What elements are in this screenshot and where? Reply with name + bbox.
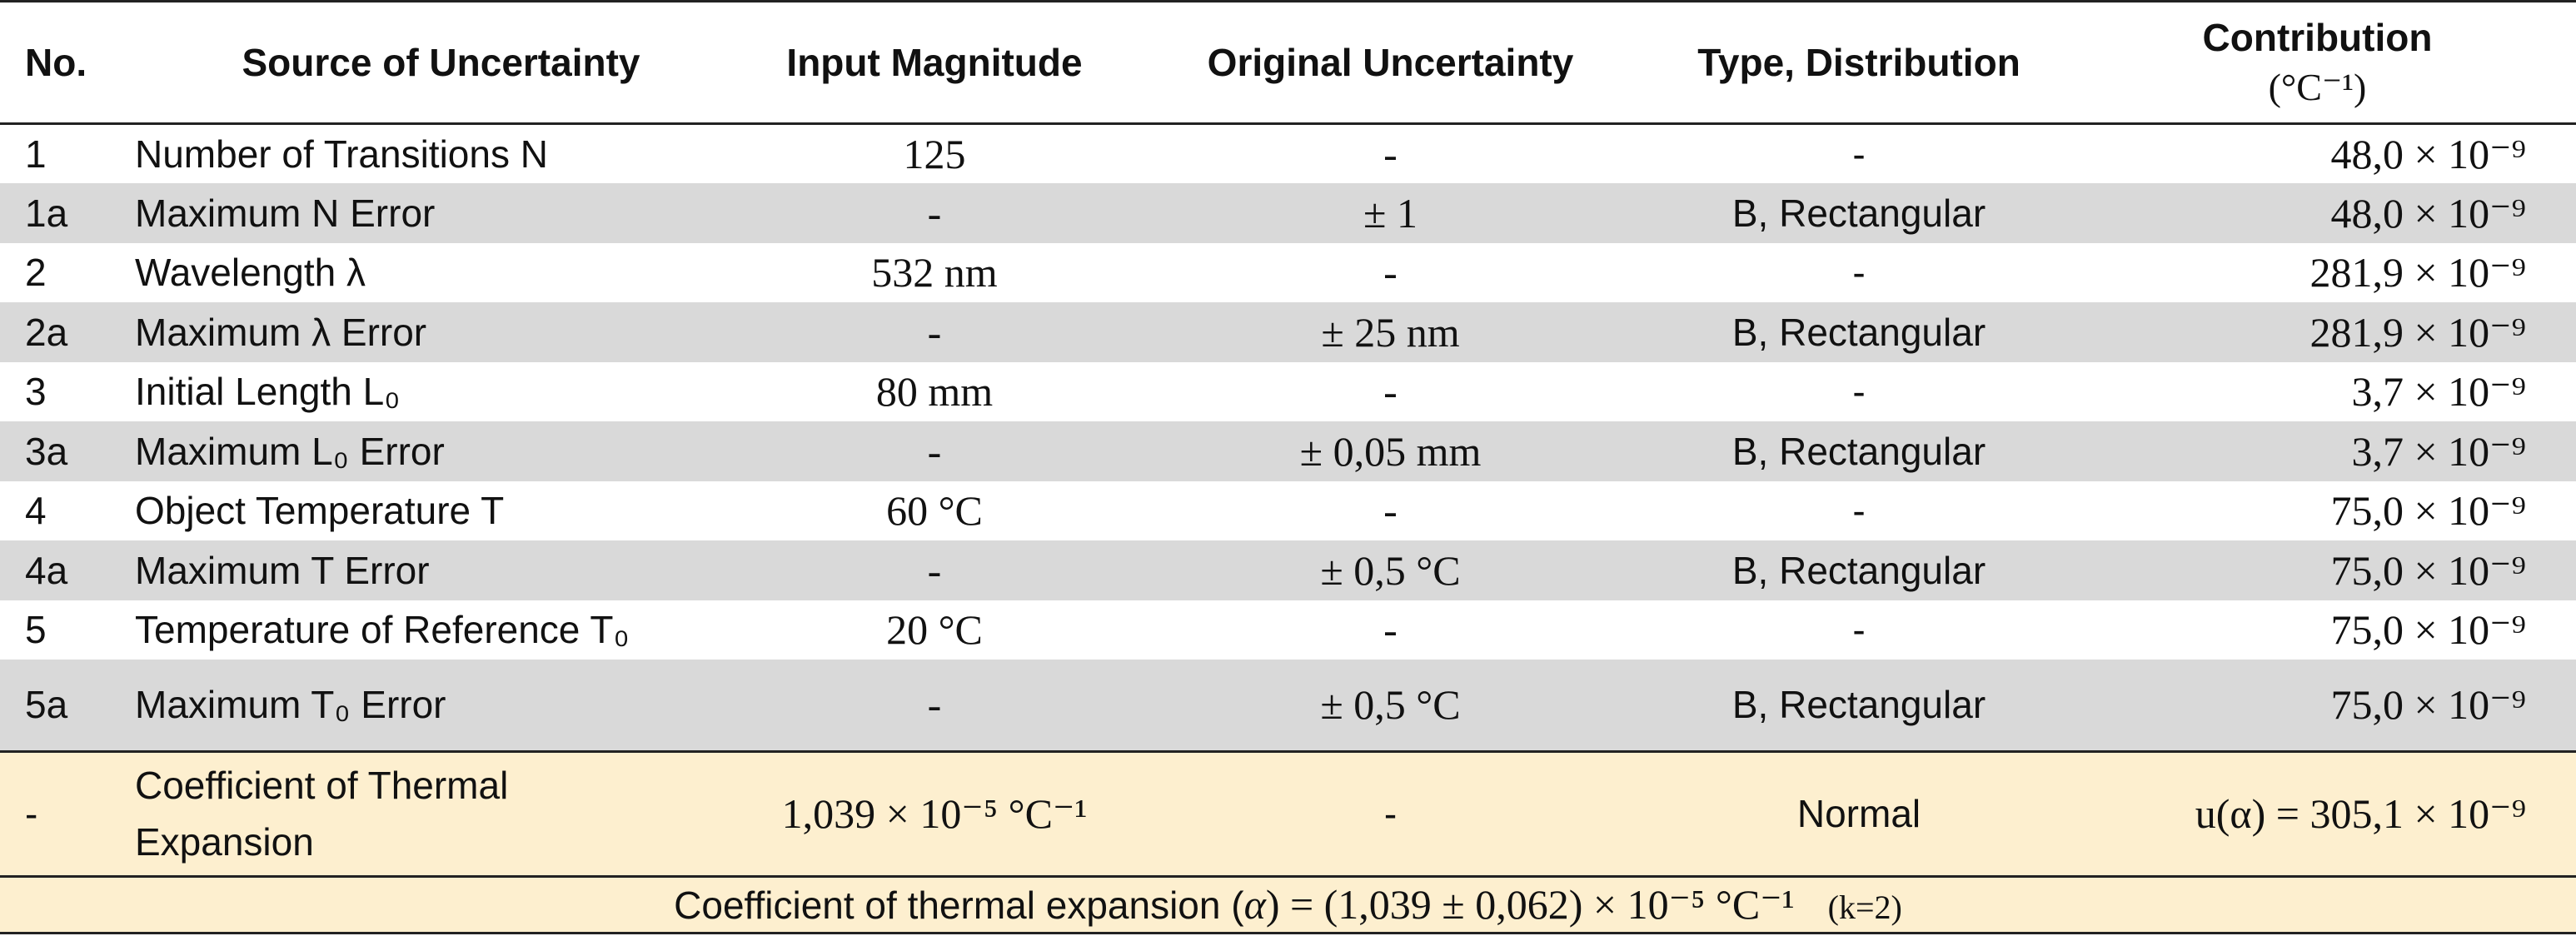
cell-no: 4a bbox=[0, 540, 135, 600]
table-row: 2 Wavelength λ 532 nm - - 281,9 × 10⁻⁹ bbox=[0, 243, 2576, 303]
cell-original: - bbox=[1383, 487, 1398, 535]
cell-type: - bbox=[1852, 489, 1866, 533]
cell-input: - bbox=[747, 660, 1122, 751]
cell-input: 60 °C bbox=[886, 487, 983, 535]
cell-type: B, Rectangular bbox=[1659, 183, 2059, 243]
cell-source: Maximum λ Error bbox=[135, 302, 747, 362]
cell-type: - bbox=[1852, 370, 1866, 414]
summary-coverage: (k=2) bbox=[1827, 889, 1902, 926]
summary-prefix: Coefficient of thermal expansion ( bbox=[674, 884, 1244, 927]
cell-source: Maximum L₀ Error bbox=[135, 421, 747, 481]
cell-contribution: 75,0 × 10⁻⁹ bbox=[2059, 660, 2576, 751]
cell-source: Initial Length L₀ bbox=[135, 370, 401, 414]
header-no: No. bbox=[25, 41, 87, 84]
cell-no: 3a bbox=[0, 421, 135, 481]
cell-contribution: 3,7 × 10⁻⁹ bbox=[2059, 421, 2576, 481]
summary-symbol: α bbox=[1243, 881, 1266, 928]
table-row: 5 Temperature of Reference T₀ 20 °C - - 75,0 … bbox=[0, 600, 2576, 660]
cell-original: ± 0,5 °C bbox=[1122, 660, 1659, 751]
summary-value: ) = (1,039 ± 0,062) × 10⁻⁵ °C⁻¹ bbox=[1265, 881, 1795, 928]
table-row: 3a Maximum L₀ Error - ± 0,05 mm B, Rectangul… bbox=[0, 421, 2576, 481]
cell-original: ± 0,5 °C bbox=[1122, 540, 1659, 600]
cell-input: 20 °C bbox=[886, 606, 983, 654]
cell-type: - bbox=[1852, 251, 1866, 295]
cell-type: B, Rectangular bbox=[1659, 302, 2059, 362]
cell-no: 5a bbox=[0, 660, 135, 751]
cell-source: Maximum N Error bbox=[135, 183, 747, 243]
cell-source: Maximum T₀ Error bbox=[135, 660, 747, 751]
result-source-line2: Expansion bbox=[135, 820, 314, 864]
table-row: 1a Maximum N Error - ± 1 B, Rectangular 48,0 … bbox=[0, 183, 2576, 243]
table-row: 5a Maximum T₀ Error - ± 0,5 °C B, Rectangula… bbox=[0, 660, 2576, 751]
cell-contribution: 3,7 × 10⁻⁹ bbox=[2351, 368, 2526, 416]
cell-no: 4 bbox=[25, 489, 47, 533]
result-no: - bbox=[0, 751, 135, 876]
table-body: 1 Number of Transitions N 125 - - 48,0 × 10⁻⁹… bbox=[0, 124, 2576, 751]
cell-input: - bbox=[747, 540, 1122, 600]
header-input: Input Magnitude bbox=[786, 41, 1083, 84]
cell-original: ± 25 nm bbox=[1122, 302, 1659, 362]
result-contribution: u(α) = 305,1 × 10⁻⁹ bbox=[2059, 751, 2576, 876]
cell-no: 1 bbox=[25, 132, 47, 176]
cell-original: - bbox=[1383, 606, 1398, 654]
header-contribution-label: Contribution bbox=[2202, 16, 2433, 59]
cell-type: - bbox=[1852, 608, 1866, 652]
cell-no: 1a bbox=[0, 183, 135, 243]
cell-original: - bbox=[1383, 368, 1398, 416]
table-row: 4 Object Temperature T 60 °C - - 75,0 × 10⁻⁹ bbox=[0, 481, 2576, 541]
cell-input: 125 bbox=[903, 131, 966, 177]
result-source: Coefficient of Thermal Expansion bbox=[135, 751, 747, 876]
header-source: Source of Uncertainty bbox=[242, 41, 640, 84]
cell-no: 3 bbox=[25, 370, 47, 414]
cell-type: - bbox=[1852, 132, 1866, 176]
cell-source: Maximum T Error bbox=[135, 540, 747, 600]
cell-original: - bbox=[1383, 249, 1398, 296]
cell-type: B, Rectangular bbox=[1659, 421, 2059, 481]
summary-row: Coefficient of thermal expansion (α) = (… bbox=[0, 876, 2576, 933]
cell-source: Wavelength λ bbox=[135, 251, 366, 295]
cell-original: - bbox=[1383, 131, 1398, 177]
cell-source: Temperature of Reference T₀ bbox=[135, 608, 630, 652]
cell-type: B, Rectangular bbox=[1659, 540, 2059, 600]
table-row: 2a Maximum λ Error - ± 25 nm B, Rectangular 2… bbox=[0, 302, 2576, 362]
header-original: Original Uncertainty bbox=[1207, 41, 1574, 84]
cell-no: 5 bbox=[25, 608, 47, 652]
cell-no: 2 bbox=[25, 251, 47, 295]
cell-source: Number of Transitions N bbox=[135, 132, 548, 176]
cell-original: ± 1 bbox=[1122, 183, 1659, 243]
cell-input: - bbox=[747, 302, 1122, 362]
cell-contribution: 48,0 × 10⁻⁹ bbox=[2059, 183, 2576, 243]
cell-type: B, Rectangular bbox=[1659, 660, 2059, 751]
cell-contribution: 75,0 × 10⁻⁹ bbox=[2330, 606, 2526, 654]
header-row: No. Source of Uncertainty Input Magnitud… bbox=[0, 1, 2576, 124]
cell-input: 532 nm bbox=[871, 249, 998, 296]
cell-contribution: 281,9 × 10⁻⁹ bbox=[2309, 249, 2526, 296]
cell-contribution: 48,0 × 10⁻⁹ bbox=[2330, 131, 2526, 177]
cell-input: 80 mm bbox=[875, 368, 994, 416]
table-row: 1 Number of Transitions N 125 - - 48,0 × 10⁻⁹ bbox=[0, 124, 2576, 184]
table-row: 3 Initial Length L₀ 80 mm - - 3,7 × 10⁻⁹ bbox=[0, 362, 2576, 422]
header-type: Type, Distribution bbox=[1697, 41, 2020, 84]
cell-contribution: 281,9 × 10⁻⁹ bbox=[2059, 302, 2576, 362]
result-type: Normal bbox=[1659, 751, 2059, 876]
result-source-line1: Coefficient of Thermal bbox=[135, 764, 509, 807]
header-contribution: Contribution (°C⁻¹) bbox=[2059, 2, 2576, 124]
result-input: 1,039 × 10⁻⁵ °C⁻¹ bbox=[747, 751, 1122, 876]
cell-no: 2a bbox=[0, 302, 135, 362]
table-row: 4a Maximum T Error - ± 0,5 °C B, Rectangular… bbox=[0, 540, 2576, 600]
cell-input: - bbox=[747, 183, 1122, 243]
summary-cell: Coefficient of thermal expansion (α) = (… bbox=[0, 876, 2576, 933]
cell-contribution: 75,0 × 10⁻⁹ bbox=[2330, 487, 2526, 535]
result-row: - Coefficient of Thermal Expansion 1,039… bbox=[0, 751, 2576, 876]
cell-input: - bbox=[747, 421, 1122, 481]
cell-source: Object Temperature T bbox=[135, 489, 505, 533]
cell-original: ± 0,05 mm bbox=[1122, 421, 1659, 481]
cell-contribution: 75,0 × 10⁻⁹ bbox=[2059, 540, 2576, 600]
result-original: - bbox=[1122, 751, 1659, 876]
header-contribution-unit: (°C⁻¹) bbox=[2268, 66, 2367, 108]
